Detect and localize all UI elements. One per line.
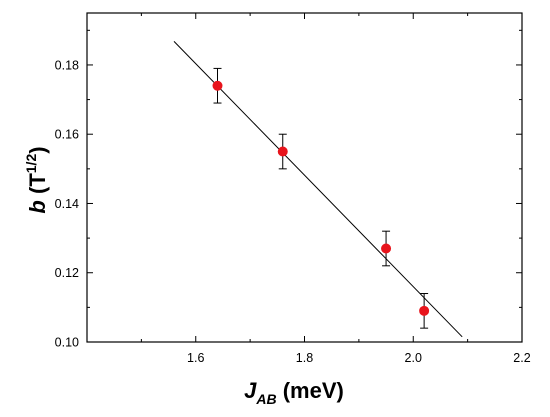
x-tick-label: 1.6 [187,351,204,365]
fit-line [173,41,463,338]
y-axis-title-superscript: 1/2 [23,154,39,174]
y-axis-title-main: b [25,200,50,213]
y-axis-title-close: ) [25,146,50,153]
plot-frame [86,12,523,343]
x-tick-label: 2.2 [513,351,530,365]
data-point [212,80,223,91]
y-tick-label: 0.14 [55,197,79,211]
y-axis-ticks: 0.10 0.12 0.14 0.16 0.18 [55,29,522,350]
x-tick-label: 1.8 [296,351,313,365]
data-point [277,146,288,157]
y-axis-title: b (T1/2) [23,146,50,213]
y-axis-title-unit: (T [25,173,50,200]
y-tick-label: 0.16 [55,128,79,142]
data-point [381,243,392,254]
y-tick-label: 0.12 [55,266,79,280]
data-series [173,41,463,338]
y-tick-label: 0.10 [55,336,79,350]
x-tick-label: 2.0 [405,351,422,365]
data-point [419,305,430,316]
x-axis-title-main: J [244,378,257,403]
x-axis-ticks: 1.6 1.8 2.0 2.2 [140,13,531,365]
x-axis-title-subscript: AB [255,391,276,407]
x-axis-title-unit: (meV) [277,378,344,403]
y-tick-label: 0.18 [55,58,79,72]
x-axis-title: JAB (meV) [244,378,344,407]
